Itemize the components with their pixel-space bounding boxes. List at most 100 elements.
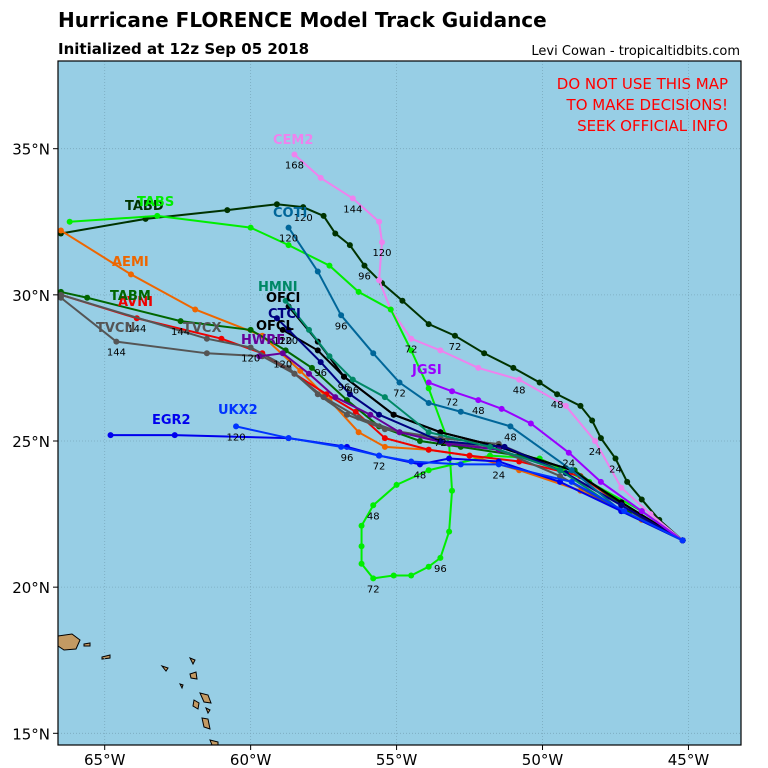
track-point: [536, 379, 543, 386]
track-point: [84, 294, 91, 301]
track-name: TABM: [110, 289, 151, 304]
track-point: [638, 496, 645, 503]
x-tick-label: 65°W: [84, 751, 126, 768]
track-point: [387, 306, 394, 313]
track-point: [516, 376, 523, 383]
track-point: [457, 461, 464, 468]
track-point: [171, 432, 178, 439]
hour-label: 48: [414, 470, 427, 481]
hour-label: 72: [367, 584, 380, 595]
track-point: [507, 423, 514, 430]
track-name: AEMI: [112, 255, 149, 270]
island: [101, 654, 111, 660]
track-point: [154, 212, 161, 219]
track-name: CEM2: [273, 133, 313, 148]
track-name: OFCI: [266, 291, 300, 306]
y-tick-label: 25°N: [12, 433, 50, 451]
track-point: [57, 291, 64, 298]
hour-label: 168: [285, 161, 304, 172]
track-name: HMNI: [258, 280, 298, 295]
track-point: [408, 335, 415, 342]
title: Hurricane FLORENCE Model Track Guidance: [58, 8, 547, 32]
track-point: [597, 435, 604, 442]
track-point: [285, 326, 292, 333]
track-point: [57, 227, 64, 234]
track-point: [341, 373, 348, 380]
track-point: [376, 277, 383, 284]
track-line: [60, 293, 684, 542]
track-point: [618, 484, 625, 491]
x-tick-label: 55°W: [376, 751, 418, 768]
track-point: [396, 429, 403, 436]
hour-label: 72: [449, 342, 462, 353]
track-point: [247, 224, 254, 231]
track-point: [113, 338, 120, 345]
y-tick-label: 35°N: [12, 141, 50, 159]
x-tick-label: 50°W: [522, 751, 564, 768]
track-point: [408, 458, 415, 465]
track-name: COTI: [273, 206, 307, 221]
track-point: [381, 443, 388, 450]
track-point: [326, 262, 333, 269]
subtitle: Initialized at 12z Sep 05 2018: [58, 40, 309, 58]
track-point: [597, 478, 604, 485]
track-point: [624, 478, 631, 485]
track-point: [437, 347, 444, 354]
hour-label: 72: [373, 462, 386, 473]
track-point: [416, 438, 423, 444]
track-point: [557, 473, 564, 480]
track-point: [358, 543, 365, 550]
track-point: [425, 379, 432, 386]
track-point: [107, 432, 114, 439]
warning-line: TO MAKE DECISIONS!: [566, 96, 728, 114]
track-point: [338, 443, 345, 450]
hour-label: 72: [405, 345, 418, 356]
track-point: [425, 429, 432, 436]
track-point: [308, 364, 315, 371]
hour-label: 96: [338, 383, 351, 394]
hour-label: 48: [472, 406, 485, 417]
track-name: JGSI: [411, 363, 442, 378]
track-point: [457, 408, 464, 415]
track-point: [314, 347, 321, 354]
track-name: OFCL: [256, 319, 294, 334]
track-point: [192, 306, 199, 313]
hour-label: 24: [589, 447, 602, 458]
track-point: [285, 242, 292, 249]
track-point: [393, 481, 400, 488]
track-name: UKX2: [218, 403, 258, 418]
track-point: [273, 201, 280, 208]
track-point: [554, 391, 561, 398]
hour-label: 120: [227, 432, 246, 443]
hour-label: 120: [273, 359, 292, 370]
track-point: [218, 335, 225, 342]
track-point: [390, 411, 397, 418]
track-point: [425, 467, 432, 474]
track-point: [568, 467, 575, 474]
island: [199, 692, 212, 704]
track-point: [127, 271, 134, 278]
track-point: [527, 420, 534, 427]
track-point: [381, 394, 388, 401]
hour-label: 96: [434, 564, 447, 575]
hour-label: 120: [279, 234, 298, 245]
y-tick-label: 20°N: [12, 579, 50, 597]
hour-label: 120: [241, 353, 260, 364]
track-point: [346, 242, 353, 249]
track-point: [449, 388, 456, 395]
track-point: [501, 443, 508, 450]
track-point: [437, 554, 444, 561]
hour-label: 96: [335, 321, 348, 332]
track-point: [361, 262, 368, 269]
track-point: [291, 151, 298, 158]
hour-label: 24: [562, 459, 575, 470]
ocean: [58, 61, 741, 745]
track-point: [510, 364, 517, 371]
track-point: [203, 335, 210, 342]
track-name: CTCI: [268, 307, 301, 322]
credit: Levi Cowan - tropicaltidbits.com: [531, 44, 740, 59]
track-point: [481, 350, 488, 357]
track-point: [332, 230, 339, 237]
hour-label: 120: [273, 336, 292, 347]
track-point: [358, 522, 365, 529]
